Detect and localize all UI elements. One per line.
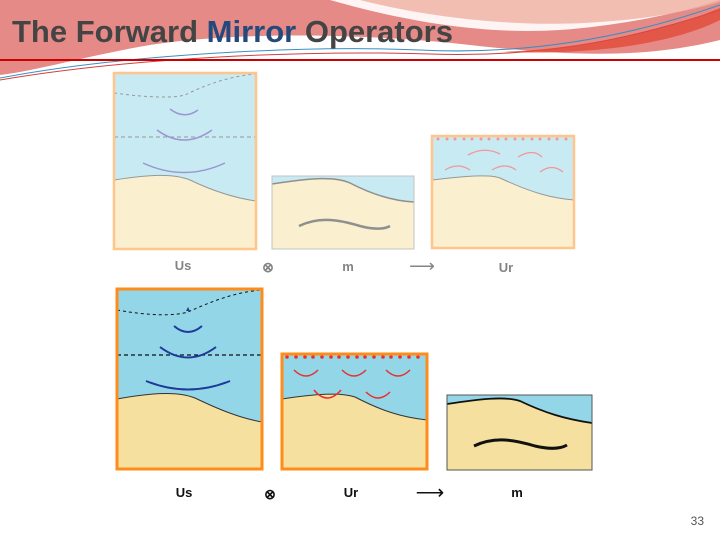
panel-us-top <box>112 71 258 251</box>
receiver-dots <box>285 355 420 359</box>
label-m: m <box>342 259 354 274</box>
labels-bottom: Us ⊗ Ur ⟶ m <box>176 482 523 504</box>
arrow-right-icon: ⟶ <box>416 482 445 504</box>
arrow-right-icon: ⟶ <box>409 256 435 276</box>
panel-us-bottom <box>115 287 264 471</box>
diagram-bottom <box>115 287 593 471</box>
panel-ur-top <box>430 134 576 250</box>
label-m: m <box>511 485 523 500</box>
convolution-operator: ⊗ <box>262 259 274 275</box>
panel-ur-bottom <box>280 352 429 471</box>
page-number: 33 <box>690 514 704 528</box>
labels-top: Us ⊗ m ⟶ Ur <box>175 256 514 276</box>
panel-m-bottom <box>446 394 593 471</box>
header-decoration <box>0 0 720 81</box>
label-us: Us <box>176 485 193 500</box>
diagram-top <box>112 71 576 251</box>
label-us: Us <box>175 258 192 273</box>
label-ur: Ur <box>499 260 513 275</box>
slide-title: The Forward Mirror Operators <box>12 14 453 50</box>
title-text: Operators <box>296 14 453 49</box>
title-text: The Forward <box>12 14 207 49</box>
title-highlight: Mirror <box>206 14 297 49</box>
receiver-dots <box>436 137 568 141</box>
panel-m-top <box>271 175 415 250</box>
convolution-operator: ⊗ <box>264 486 276 502</box>
label-ur: Ur <box>344 485 358 500</box>
